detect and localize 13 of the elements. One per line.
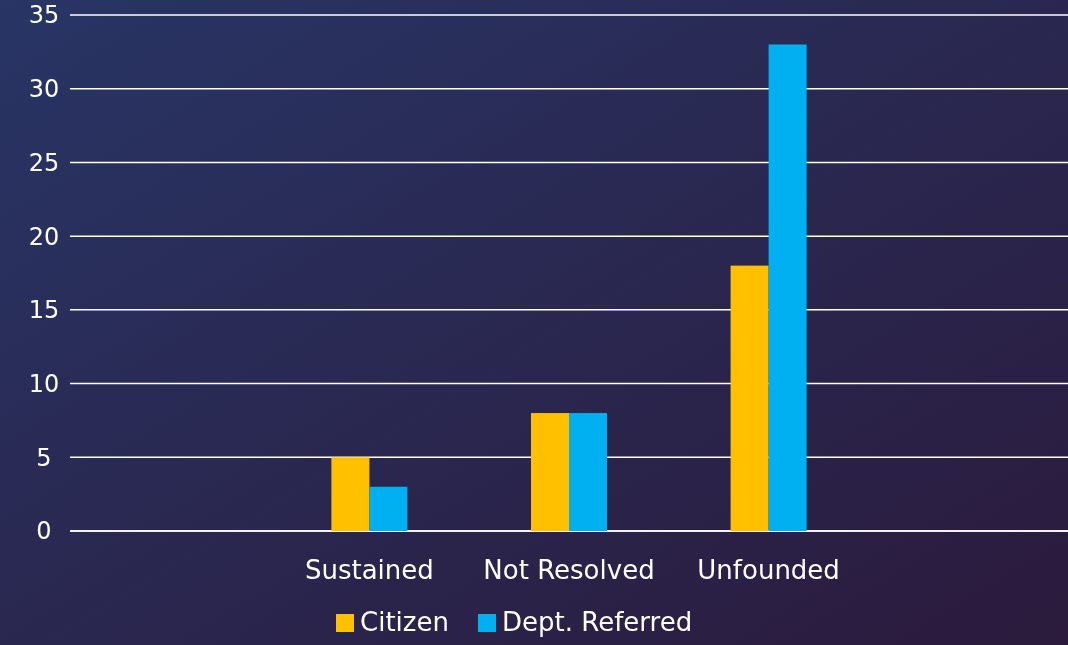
x-tick-label: Sustained (304, 555, 434, 585)
legend-label: Dept. Referred (502, 607, 693, 637)
legend-label: Citizen (360, 607, 449, 637)
y-tick-label: 0 (36, 517, 52, 546)
y-tick-label: 20 (28, 222, 60, 251)
y-tick-label: 10 (28, 369, 60, 398)
y-tick-label: 30 (28, 75, 60, 104)
y-tick-label: 15 (28, 296, 60, 325)
y-tick-label: 25 (28, 148, 60, 177)
x-tick-label: Unfounded (697, 555, 840, 585)
y-tick-label: 5 (36, 443, 52, 472)
y-tick-label: 35 (28, 1, 60, 30)
x-tick-label: Not Resolved (483, 555, 655, 585)
